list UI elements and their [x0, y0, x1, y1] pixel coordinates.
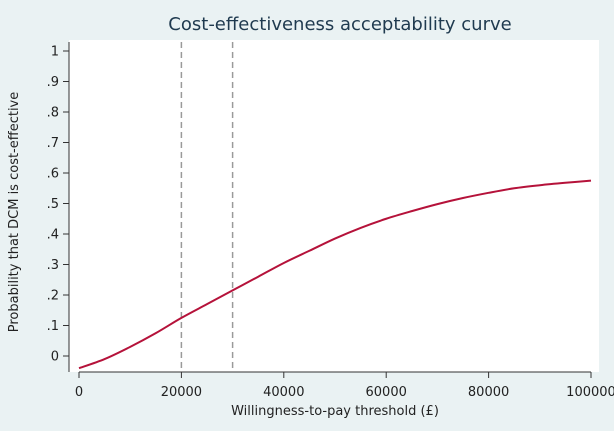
x-axis-title: Willingness-to-pay threshold (£) — [231, 404, 439, 419]
y-tick-label: .2 — [47, 289, 59, 304]
y-tick-label: 1 — [51, 45, 59, 60]
x-axis-ticks: 0 20000 40000 60000 80000 100000 — [75, 372, 614, 400]
x-tick-label: 100000 — [566, 385, 614, 400]
chart-title: Cost-effectiveness acceptability curve — [168, 14, 511, 35]
x-tick-label: 0 — [75, 385, 83, 400]
y-tick-label: .1 — [47, 319, 59, 334]
y-tick-label: .9 — [47, 75, 59, 90]
y-tick-label: .5 — [47, 197, 59, 212]
series-group — [78, 179, 592, 370]
y-tick-label: .7 — [47, 136, 59, 151]
x-tick-label: 20000 — [161, 385, 202, 400]
y-tick-label: .4 — [47, 228, 59, 243]
y-axis-ticks: 0 .1 .2 .3 .4 .5 .6 .7 .8 .9 1 — [47, 45, 69, 365]
series-line — [78, 179, 592, 370]
x-tick-label: 80000 — [468, 385, 509, 400]
y-tick-label: 0 — [51, 350, 59, 365]
y-tick-label: .3 — [47, 258, 59, 273]
y-axis-title: Probability that DCM is cost-effective — [7, 92, 22, 333]
plot-area — [69, 40, 599, 372]
x-tick-label: 40000 — [263, 385, 304, 400]
y-tick-label: .6 — [47, 167, 59, 182]
y-tick-label: .8 — [47, 106, 59, 121]
x-tick-label: 60000 — [366, 385, 407, 400]
